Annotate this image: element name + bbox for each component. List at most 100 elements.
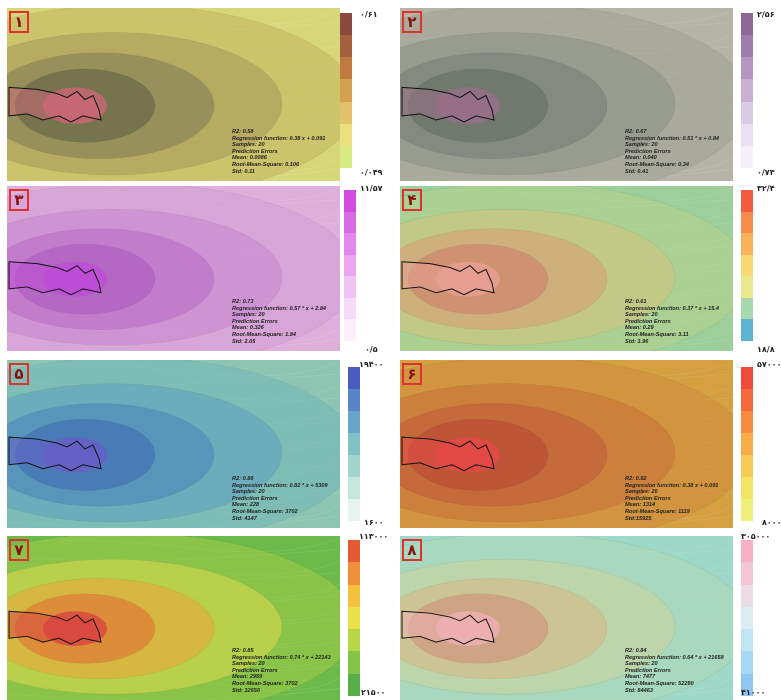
stat-samples: Samples: 20: [625, 661, 658, 668]
scale-step: [344, 233, 356, 244]
contour-map-4: [400, 186, 733, 351]
scale-step: [340, 145, 352, 157]
map-panel-4: ۴ R2: 0.61 Regression function: 0.37 * x +…: [400, 186, 733, 351]
scale-step: [741, 35, 753, 47]
scale-max-label: ۲/۵۶: [757, 10, 775, 19]
stat-r2: R2: 0.84: [625, 648, 647, 654]
scale-step: [344, 254, 356, 266]
scale-max-label: ۱۱۳۰۰۰: [359, 532, 389, 541]
stat-r2: R2: 0.85: [232, 648, 254, 654]
regression-stats: R2: 0.67 Regression function: 0.51 * x + …: [625, 129, 719, 175]
scale-step: [741, 433, 753, 444]
scale-step: [348, 444, 360, 455]
scale-step: [741, 68, 753, 80]
scale-step: [340, 79, 352, 91]
scale-step: [348, 606, 360, 618]
scale-step: [348, 662, 360, 674]
stat-rms: Root-Mean-Square: 0.34: [625, 161, 690, 168]
scale-step: [340, 112, 352, 124]
city-boundary-outline: [8, 86, 102, 123]
contour-map-2: [400, 8, 733, 181]
scale-step: [344, 222, 356, 234]
regression-stats: R2: 0.86 Regression function: 0.82 * x + …: [232, 476, 328, 522]
scale-step: [741, 466, 753, 477]
stat-errors: Prediction Errors: [232, 318, 278, 325]
panel-number-6: ۶: [402, 363, 422, 385]
scale-step: [348, 400, 360, 411]
stat-mean: Mean: 0.040: [625, 155, 657, 162]
stat-r2: R2: 0.58: [232, 129, 254, 135]
scale-step: [348, 466, 360, 477]
contour-map-5: [7, 360, 340, 528]
stat-reg: Regression function: 0.38 x + 0.091: [232, 135, 326, 142]
regression-stats: R2: 0.85 Regression function: 0.74 * x + …: [232, 648, 331, 694]
scale-step: [741, 57, 753, 69]
scale-step: [340, 134, 352, 146]
stat-mean: Mean: 2959: [232, 674, 263, 681]
panel-number-7: ۷: [9, 539, 29, 561]
scale-step: [741, 79, 753, 91]
scale-step: [741, 378, 753, 389]
scale-step: [340, 13, 352, 25]
scale-step: [741, 540, 753, 552]
scale-step: [348, 510, 360, 521]
scale-step: [348, 499, 360, 510]
scale-step: [741, 389, 753, 400]
scale-step: [741, 684, 753, 696]
scale-step: [348, 617, 360, 630]
map-panel-5: ۵ R2: 0.86 Regression function: 0.82 * x +…: [7, 360, 340, 528]
panel-number-2: ۲: [402, 11, 422, 33]
stat-std: Std: 2.05: [232, 338, 256, 345]
scale-step: [348, 367, 360, 378]
scale-max-label: ۵۷۰۰۰: [757, 360, 781, 369]
stat-samples: Samples: 20: [232, 489, 265, 496]
regression-stats: R2: 0.58 Regression function: 0.38 x + 0.…: [232, 129, 325, 175]
scale-step: [741, 308, 753, 320]
scale-min-label: ۰/۰۴۹: [360, 168, 383, 177]
scale-min-label: ۸۰۰۰: [762, 518, 781, 527]
panel-number-8: ۸: [402, 539, 422, 561]
stat-errors: Prediction Errors: [625, 667, 671, 674]
color-scale-bar-6: [741, 367, 753, 521]
scale-step: [741, 287, 753, 298]
scale-step: [741, 297, 753, 309]
scale-step: [741, 233, 753, 244]
city-boundary-outline: [8, 436, 102, 472]
stat-mean: Mean: 0.326: [232, 325, 264, 332]
scale-step: [741, 510, 753, 521]
scale-step: [340, 35, 352, 47]
scale-step: [741, 662, 753, 674]
scale-step: [741, 200, 753, 212]
scale-step: [348, 455, 360, 466]
scale-step: [741, 330, 753, 341]
stat-std: Std: 32656: [232, 687, 260, 694]
scale-step: [741, 444, 753, 455]
scale-step: [340, 57, 352, 69]
regression-stats: R2: 0.92 Regression function: 0.38 x + 0.…: [625, 476, 718, 522]
scale-step: [741, 617, 753, 630]
stat-errors: Prediction Errors: [625, 318, 671, 325]
map-panel-7: ۷ R2: 0.85 Regression function: 0.74 * x +…: [7, 536, 340, 700]
scale-step: [344, 265, 356, 277]
scale-step: [741, 551, 753, 563]
scale-min-label: ۱۸/۸: [757, 345, 775, 354]
stat-samples: Samples: 20: [232, 142, 265, 149]
scale-step: [741, 145, 753, 157]
city-boundary-outline: [8, 610, 102, 645]
scale-step: [340, 90, 352, 102]
map-panel-2: ۲ R2: 0.67 Regression function: 0.51 * x +…: [400, 8, 733, 181]
scale-step: [348, 629, 360, 641]
stat-errors: Prediction Errors: [232, 148, 278, 155]
contour-map-8: [400, 536, 733, 700]
map-panel-6: ۶ R2: 0.92 Regression function: 0.38 x + 0…: [400, 360, 733, 528]
stat-rms: Root-Mean-Square: 1119: [625, 508, 690, 515]
stat-std: Std: 4147: [232, 515, 257, 522]
stat-errors: Prediction Errors: [625, 495, 671, 502]
scale-step: [741, 276, 753, 288]
stat-mean: Mean: 0.0086: [232, 155, 267, 162]
stat-samples: Samples: 20: [232, 312, 265, 319]
color-scale-bar-4: [741, 190, 753, 341]
stat-std: Std:15925: [625, 515, 652, 522]
stat-reg: Regression function: 0.57 * x + 2.84: [232, 305, 327, 312]
stat-samples: Samples: 20: [625, 489, 658, 496]
